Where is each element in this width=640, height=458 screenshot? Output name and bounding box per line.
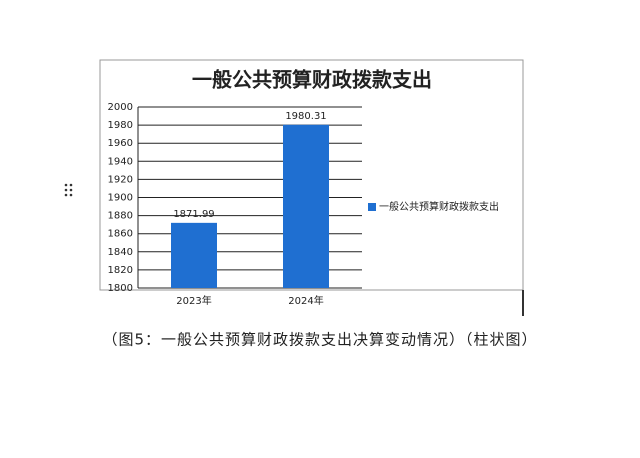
legend-swatch [368, 203, 376, 211]
x-tick-label: 2023年 [176, 294, 211, 307]
bar [283, 124, 329, 288]
data-label: 1871.99 [173, 209, 214, 220]
plot-area: 1800 1820 1840 1860 1880 1900 1920 1940 1960 1980… [108, 102, 499, 307]
legend-label: 一般公共预算财政拨款支出 [379, 200, 499, 213]
y-tick-label: 1880 [108, 211, 133, 222]
y-tick-label: 1920 [108, 174, 133, 185]
y-tick-label: 1980 [108, 120, 133, 131]
y-tick-label: 1800 [108, 283, 133, 294]
chart-frame [99, 59, 524, 291]
y-tick-label: 1940 [108, 156, 133, 167]
y-tick-label: 1960 [108, 138, 133, 149]
chart-title: 一般公共预算财政拨款支出 [192, 68, 432, 92]
y-tick-label: 1820 [108, 265, 133, 276]
y-tick-label: 1860 [108, 229, 133, 240]
x-tick-label: 2024年 [288, 294, 323, 307]
y-tick-label: 2000 [108, 102, 133, 113]
bar [171, 222, 217, 288]
data-label: 1980.31 [285, 111, 326, 122]
caption: （图5：一般公共预算财政拨款支出决算变动情况）（柱状图） [102, 331, 537, 349]
y-tick-label: 1900 [108, 193, 133, 204]
drag-handle [64, 183, 73, 197]
y-tick-label: 1840 [108, 247, 133, 258]
